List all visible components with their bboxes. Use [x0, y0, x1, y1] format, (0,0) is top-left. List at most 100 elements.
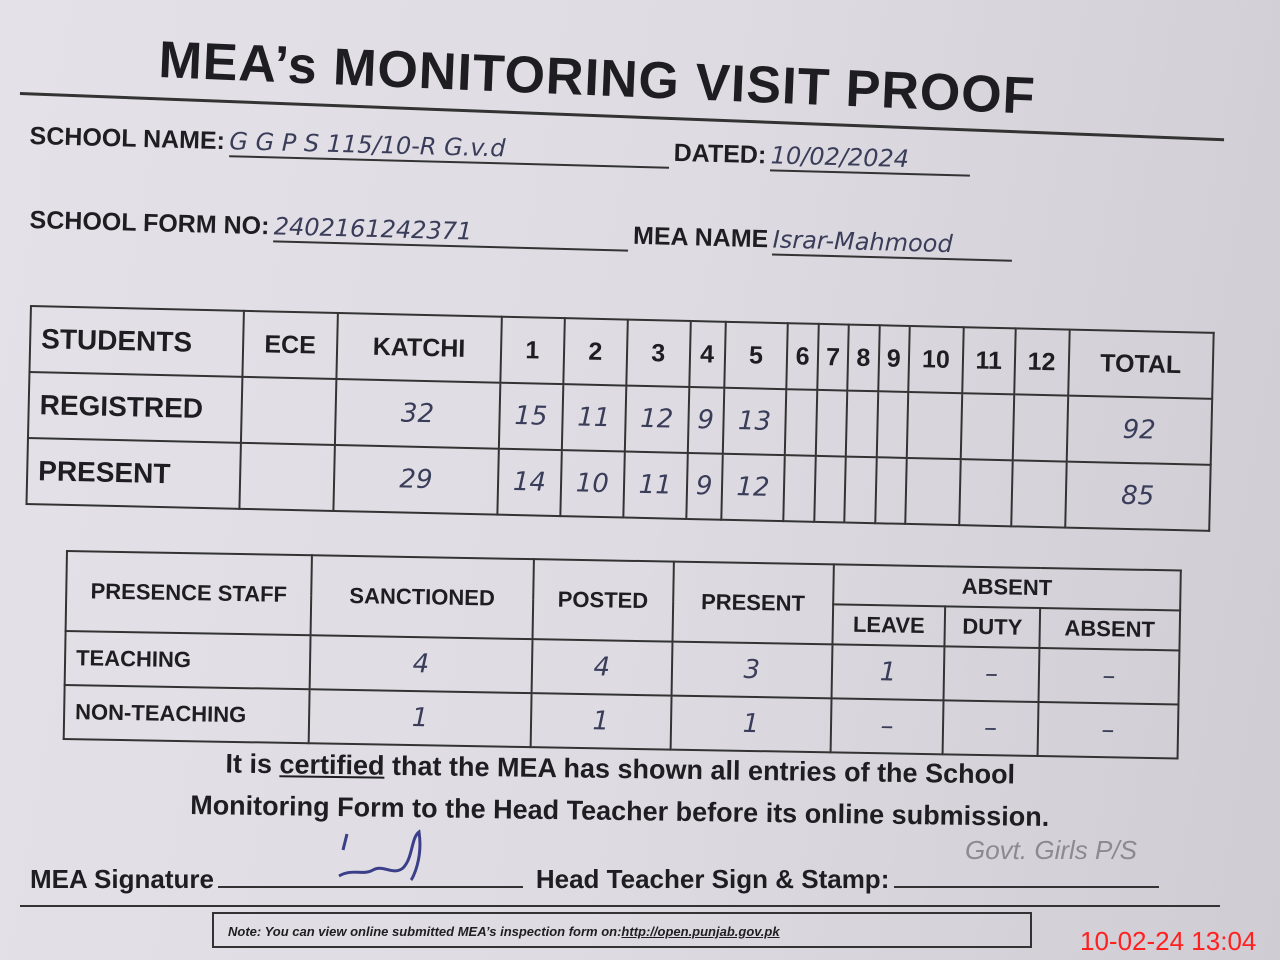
cell-value: – — [942, 700, 1039, 756]
cell-value — [1010, 460, 1067, 528]
school-stamp: Govt. Girls P/S — [965, 835, 1137, 865]
cell-value — [874, 457, 907, 524]
cell-value: 32 — [334, 378, 501, 449]
mea-signature-label: MEA Signature — [30, 864, 214, 894]
cell-value — [814, 455, 846, 523]
cell-value — [240, 376, 337, 445]
cell-value: 4 — [309, 635, 533, 694]
students-header: 7 — [817, 323, 849, 391]
absent-subheader: LEAVE — [832, 604, 946, 647]
cell-value: – — [830, 698, 944, 755]
students-header: 3 — [626, 319, 691, 387]
header-sanctioned: SANCTIONED — [310, 555, 534, 640]
mea-name-value: Israr-Mahmood — [772, 225, 1014, 262]
students-header: STUDENTS — [29, 306, 244, 377]
cell-value — [876, 391, 909, 458]
students-header: KATCHI — [336, 312, 502, 383]
dated-label: DATED: — [673, 138, 767, 170]
cell-value: 1 — [308, 689, 532, 748]
cell-value: 29 — [333, 444, 499, 515]
students-table: STUDENTS ECE KATCHI 1 2 3 4 5 6 7 8 9 10 11 12 TOTAL RE… — [25, 305, 1214, 532]
school-name-value: G G P S 115/10-R G.v.d — [228, 127, 670, 169]
cell-value — [783, 455, 816, 522]
cell-value: 15 — [498, 382, 564, 451]
cell-value: 9 — [687, 386, 724, 454]
cell-value — [845, 390, 878, 458]
students-header: ECE — [242, 310, 338, 379]
students-header: 8 — [847, 324, 880, 392]
cell-value: 4 — [531, 639, 673, 696]
students-header: 4 — [688, 320, 726, 388]
school-name-label: SCHOOL NAME: — [29, 122, 226, 156]
cell-value: 9 — [685, 452, 723, 520]
form-no-row: SCHOOL FORM NO: 2402161242371 MEA NAME I… — [29, 206, 1014, 262]
header-posted: POSTED — [532, 559, 674, 642]
cell-value: 11 — [561, 384, 627, 452]
header-presence-staff: PRESENCE STAFF — [65, 551, 313, 636]
cell-value — [815, 389, 848, 457]
note-text: Note: You can view online submitted MEA’… — [228, 924, 622, 939]
cell-value — [1012, 394, 1068, 462]
cell-value — [959, 459, 1013, 527]
page-title: MEA’s MONITORING VISIT PROOF — [157, 30, 1037, 126]
cell-value: 11 — [623, 451, 688, 519]
header-present: PRESENT — [672, 561, 834, 645]
students-header: 1 — [500, 316, 565, 385]
row-label: REGISTRED — [27, 372, 243, 443]
cell-value — [906, 391, 963, 460]
row-label: TEACHING — [64, 631, 311, 690]
cell-value — [785, 389, 818, 456]
mea-signature-line — [218, 829, 524, 888]
cell-value: 13 — [722, 387, 787, 456]
mea-name-label: MEA NAME — [632, 221, 769, 254]
row-label: PRESENT — [26, 437, 241, 509]
row-label: NON-TEACHING — [63, 684, 310, 744]
students-header: 5 — [723, 321, 789, 390]
cert-underlined: certified — [279, 749, 385, 781]
students-header: TOTAL — [1067, 329, 1214, 399]
absent-subheader: ABSENT — [1039, 608, 1181, 651]
students-header: 10 — [908, 325, 964, 394]
form-no-value: 2402161242371 — [273, 212, 630, 252]
students-header: 9 — [877, 325, 910, 392]
signature-row: MEA Signature Head Teacher Sign & Stamp: — [30, 829, 1159, 895]
cell-value: 85 — [1064, 461, 1211, 531]
signature-mark — [338, 829, 422, 882]
cell-value: 10 — [560, 450, 625, 518]
students-header: 11 — [962, 327, 1016, 395]
note-link[interactable]: http://open.punjab.gov.pk — [621, 924, 780, 939]
cell-value: 1 — [530, 693, 672, 750]
cell-value: 1 — [831, 644, 945, 701]
students-header: 12 — [1013, 328, 1070, 396]
cell-value: 14 — [497, 448, 562, 517]
divider — [20, 905, 1220, 907]
certification-text: It is certified that the MEA has shown a… — [119, 741, 1120, 839]
cell-value — [905, 457, 961, 526]
head-teacher-line — [893, 862, 1159, 888]
head-teacher-label: Head Teacher Sign & Stamp: — [535, 864, 890, 894]
cell-value: 3 — [671, 641, 833, 699]
note-box: Note: You can view online submitted MEA’… — [212, 912, 1032, 948]
school-name-row: SCHOOL NAME: G G P S 115/10-R G.v.d DATE… — [29, 122, 971, 177]
cell-value: 12 — [720, 453, 786, 522]
cell-value: – — [1037, 701, 1179, 759]
cell-value: 92 — [1066, 395, 1213, 465]
cell-value: – — [1038, 648, 1180, 705]
staff-table: PRESENCE STAFF SANCTIONED POSTED PRESENT… — [63, 550, 1182, 759]
cell-value: 1 — [670, 695, 832, 753]
cert-suffix: that the MEA has shown all entries of th… — [384, 750, 1016, 790]
absent-subheader: DUTY — [944, 606, 1041, 649]
students-header: 6 — [786, 323, 819, 390]
cell-value: 12 — [624, 385, 689, 453]
header-absent: ABSENT — [833, 564, 1181, 611]
cell-value — [239, 442, 335, 511]
form-no-label: SCHOOL FORM NO: — [29, 206, 270, 241]
cert-prefix: It is — [225, 748, 280, 780]
photo-timestamp: 10-02-24 13:04 — [1080, 926, 1257, 956]
dated-value: 10/02/2024 — [770, 141, 971, 177]
cell-value — [960, 393, 1014, 461]
cell-value: – — [943, 646, 1040, 702]
cell-value — [844, 456, 877, 524]
students-header: 2 — [563, 318, 628, 386]
